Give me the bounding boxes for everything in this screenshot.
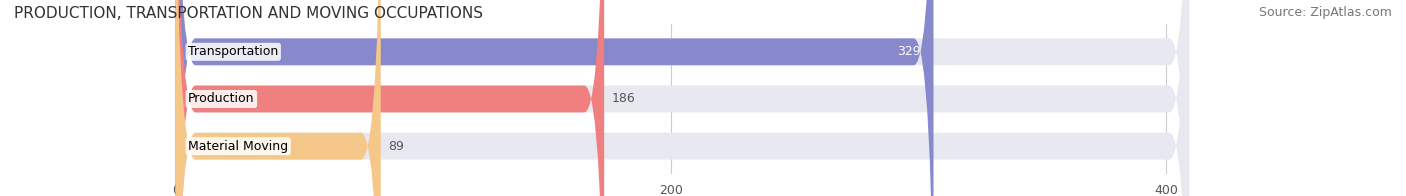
Text: Material Moving: Material Moving — [188, 140, 288, 153]
FancyBboxPatch shape — [176, 0, 1189, 196]
Text: 186: 186 — [612, 93, 636, 105]
Text: PRODUCTION, TRANSPORTATION AND MOVING OCCUPATIONS: PRODUCTION, TRANSPORTATION AND MOVING OC… — [14, 6, 484, 21]
FancyBboxPatch shape — [176, 0, 1189, 196]
Text: Production: Production — [188, 93, 254, 105]
Text: Source: ZipAtlas.com: Source: ZipAtlas.com — [1258, 6, 1392, 19]
FancyBboxPatch shape — [176, 0, 1189, 196]
Text: 329: 329 — [897, 45, 921, 58]
Text: 89: 89 — [388, 140, 404, 153]
FancyBboxPatch shape — [176, 0, 381, 196]
FancyBboxPatch shape — [176, 0, 934, 196]
FancyBboxPatch shape — [176, 0, 605, 196]
Text: Transportation: Transportation — [188, 45, 278, 58]
